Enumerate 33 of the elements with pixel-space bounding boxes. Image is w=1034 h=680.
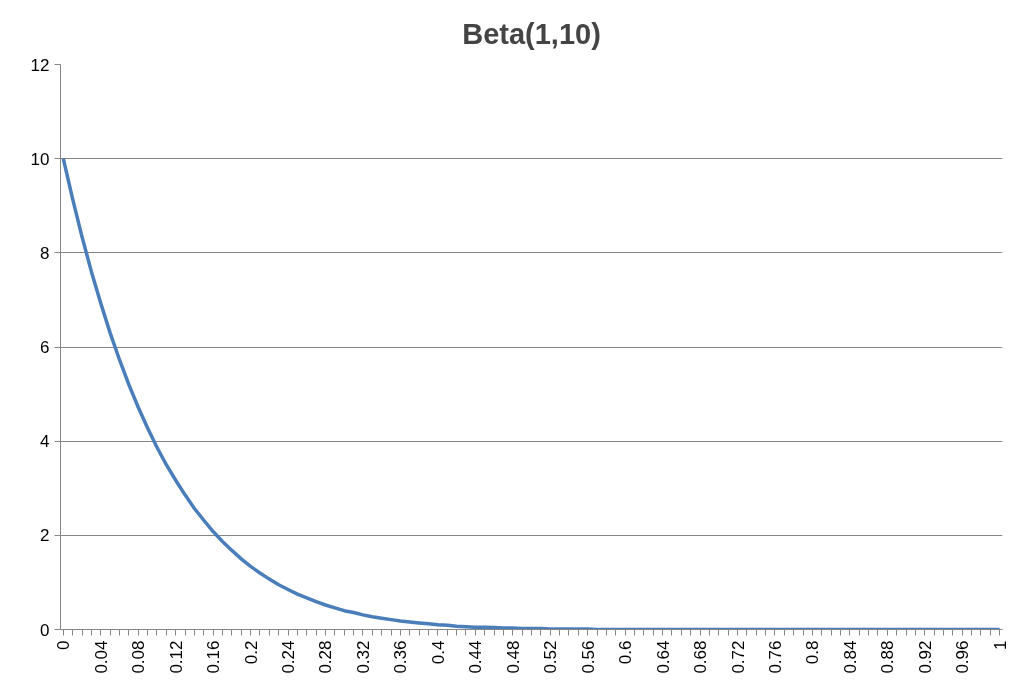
x-tick-label: 0.6 <box>616 640 636 665</box>
y-tick-label: 6 <box>40 338 50 357</box>
x-tick-label: 0.64 <box>653 640 673 674</box>
x-tick-label: 0.08 <box>129 640 149 674</box>
x-tick-label: 0.56 <box>578 640 598 674</box>
x-tick-label: 0 <box>54 640 74 650</box>
x-tick-label: 0.24 <box>279 640 299 674</box>
x-tick-label: 0.88 <box>878 640 898 674</box>
x-tick-label: 0.8 <box>803 640 823 665</box>
x-tick-label: 0.44 <box>466 640 486 674</box>
y-tick-label: 10 <box>30 149 50 169</box>
x-tick-label: 0.16 <box>204 640 224 674</box>
y-tick-label: 12 <box>30 55 50 75</box>
x-tick-label: 0.36 <box>391 640 411 674</box>
x-tick-label: 0.04 <box>91 640 111 674</box>
x-tick-label: 0.68 <box>691 640 711 674</box>
y-tick-label: 8 <box>40 243 50 263</box>
x-tick-label: 0.72 <box>728 640 748 674</box>
chart-title: Beta(1,10) <box>462 17 601 50</box>
x-tick-label: 0.4 <box>428 640 448 665</box>
x-tick-label: 0.96 <box>953 640 973 674</box>
x-tick-label: 0.28 <box>316 640 336 674</box>
x-tick-label: 0.52 <box>541 640 561 674</box>
y-tick-label: 2 <box>40 526 50 546</box>
x-tick-label: 0.48 <box>503 640 523 674</box>
x-tick-label: 0.32 <box>353 640 373 674</box>
x-tick-label: 0.84 <box>840 640 860 674</box>
x-tick-label: 0.2 <box>241 640 261 665</box>
x-tick-label: 0.12 <box>166 640 186 674</box>
x-tick-label: 0.92 <box>915 640 935 674</box>
x-tick-label: 0.76 <box>765 640 785 674</box>
y-tick-label: 4 <box>40 432 50 452</box>
x-tick-label: 1 <box>990 640 1010 650</box>
